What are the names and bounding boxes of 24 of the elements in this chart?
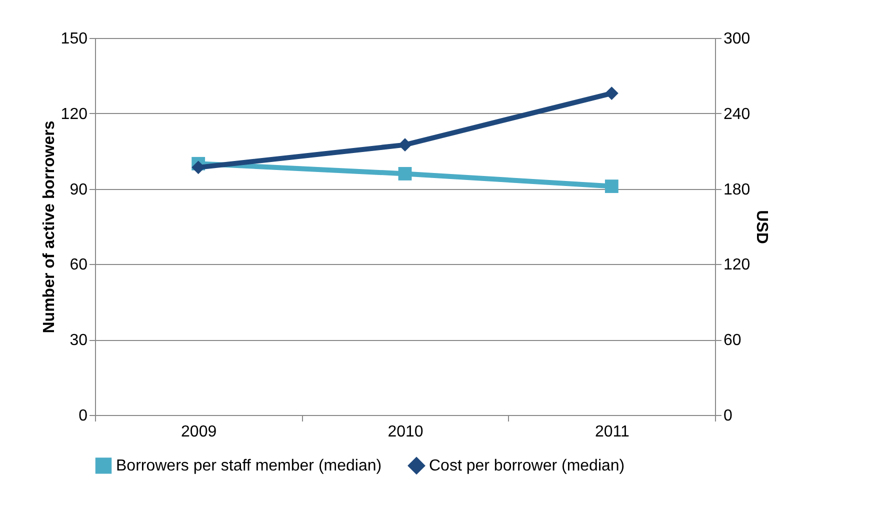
y2-tick-label: 120	[724, 256, 750, 274]
y2-tick-label: 300	[724, 30, 750, 48]
y2-tick-label: 180	[724, 181, 750, 198]
point	[604, 86, 618, 100]
point	[398, 167, 412, 180]
y-tick-label: 90	[70, 181, 88, 198]
y-tick-label: 120	[60, 106, 88, 123]
legend-label: Borrowers per staff member (median)	[116, 458, 382, 475]
y-tick-label: 150	[60, 30, 88, 48]
legend-label: Cost per borrower (median)	[429, 458, 625, 475]
y2-tick-label: 0	[724, 408, 732, 424]
y-tick-label: 60	[70, 256, 88, 274]
y2-axis-title: USD	[753, 210, 770, 244]
x-tick-label: 2009	[181, 424, 217, 440]
point	[192, 160, 206, 174]
point	[604, 180, 618, 193]
y2-tick-label: 240	[724, 106, 750, 123]
point	[398, 138, 412, 152]
y-tick-label: 30	[70, 332, 88, 350]
x-tick-label: 2011	[594, 424, 630, 440]
x-tick-label: 2010	[388, 424, 424, 440]
y-tick-label: 0	[78, 408, 88, 424]
y2-tick-label: 60	[724, 332, 742, 350]
y-axis-title: Number of active borrowers	[40, 120, 58, 334]
